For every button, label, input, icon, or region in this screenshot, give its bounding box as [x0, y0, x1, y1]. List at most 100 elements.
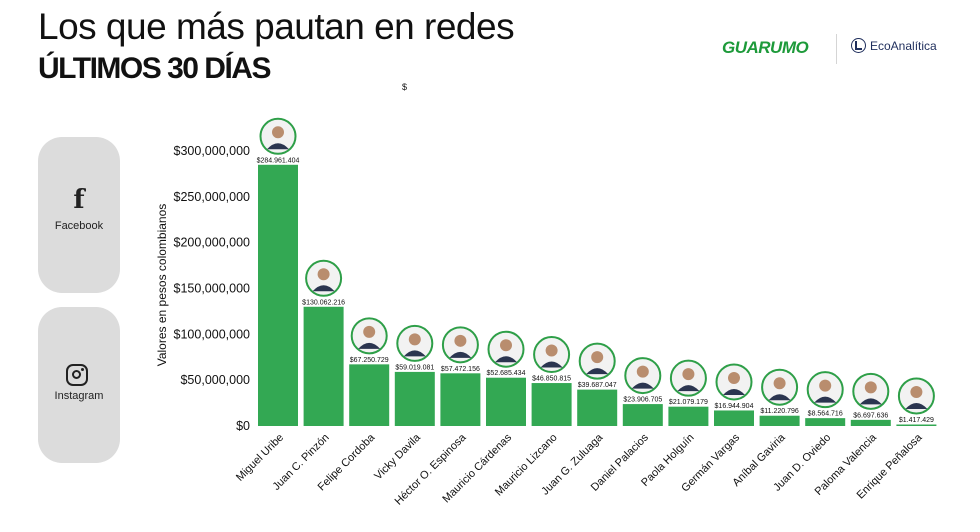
bars: $284.961.404 $130.062.216 $67.250.729 $59.0… — [257, 117, 937, 426]
bar — [668, 406, 709, 426]
candidate-avatar — [624, 357, 662, 395]
ecoanalitica-label: EcoAnalítica — [870, 38, 937, 53]
bar — [805, 418, 846, 426]
data-label: $130.062.216 — [302, 299, 345, 306]
avatar-head — [545, 344, 558, 357]
avatar-body — [768, 394, 791, 401]
guarumo-logo: GUARUMO — [722, 38, 809, 57]
candidate-avatar — [305, 259, 343, 297]
ecoanalitica-icon — [851, 38, 866, 53]
bar — [440, 373, 481, 426]
y-tick-label: $50,000,000 — [180, 373, 250, 387]
data-label: $8.564.716 — [808, 411, 843, 418]
avatar-head — [728, 371, 740, 384]
instagram-label: Instagram — [54, 390, 104, 402]
data-label: $39.687.047 — [578, 382, 617, 389]
y-tick-label: $100,000,000 — [174, 327, 251, 341]
data-label: $16.944.904 — [715, 403, 754, 410]
data-label: $23.906.705 — [623, 397, 662, 404]
y-tick-label: $250,000,000 — [174, 190, 251, 204]
bar — [486, 377, 526, 426]
facebook-label: Facebook — [54, 220, 104, 232]
currency-note: $ — [402, 82, 408, 92]
y-axis-label: Valores en pesos colombianos — [155, 204, 169, 367]
candidate-avatar — [761, 368, 799, 406]
bar — [622, 404, 663, 426]
ecoanalitica-logo: EcoAnalítica — [851, 38, 937, 53]
chart-title: Los que más pautan en redes — [38, 6, 515, 47]
avatar-body — [312, 285, 335, 292]
y-axis: $0 $50,000,000 $100,000,000 $150,000,000 $20… — [174, 144, 251, 433]
bar — [850, 419, 891, 426]
bar — [349, 364, 390, 426]
avatar-body — [859, 398, 882, 405]
avatar-body — [631, 382, 654, 389]
instagram-card: Instagram — [38, 307, 120, 463]
candidate-avatar — [669, 359, 707, 397]
bar — [531, 383, 572, 426]
avatar-head — [500, 339, 512, 352]
avatar-body — [905, 403, 928, 409]
candidate-avatar — [897, 377, 935, 415]
bar — [303, 306, 344, 426]
bar — [394, 371, 435, 426]
avatar-head — [363, 325, 376, 338]
avatar-body — [449, 351, 472, 358]
candidate-avatar — [396, 324, 434, 362]
y-tick-label: $300,000,000 — [174, 144, 251, 158]
data-label: $57.472.156 — [441, 366, 480, 373]
avatar-head — [408, 333, 421, 346]
facebook-card: f Facebook — [38, 137, 120, 293]
avatar-body — [403, 350, 426, 357]
avatar-head — [682, 368, 695, 381]
avatar-head — [864, 381, 877, 394]
bar — [759, 415, 800, 426]
avatar-head — [636, 365, 649, 378]
candidate-avatar — [806, 371, 844, 409]
candidate-avatar — [533, 336, 571, 374]
candidate-avatar — [259, 117, 297, 155]
brand-divider — [836, 34, 837, 64]
bar — [577, 389, 618, 426]
y-tick-label: $150,000,000 — [174, 282, 251, 296]
y-tick-label: $0 — [236, 419, 250, 433]
bar — [714, 410, 754, 426]
avatar-body — [495, 356, 517, 363]
avatar-body — [677, 385, 700, 392]
chart-subtitle: ÚLTIMOS 30 DÍAS — [38, 52, 271, 85]
avatar-head — [819, 379, 832, 392]
data-label: $1.417.429 — [899, 417, 934, 424]
avatar-head — [317, 268, 330, 281]
avatar-body — [723, 388, 745, 395]
data-label: $21.079.179 — [669, 399, 708, 406]
data-label: $67.250.729 — [350, 357, 389, 364]
candidate-avatar — [487, 330, 525, 368]
data-label: $6.697.636 — [853, 412, 888, 419]
bar — [896, 424, 937, 426]
candidate-avatar — [441, 326, 479, 364]
avatar-head — [773, 377, 786, 390]
avatar-body — [540, 361, 563, 368]
bar — [258, 164, 298, 426]
avatar-head — [454, 334, 467, 347]
candidate-avatar — [852, 372, 890, 410]
avatar-head — [591, 351, 604, 364]
avatar-head — [272, 126, 284, 139]
facebook-icon: f — [73, 185, 85, 215]
y-tick-label: $200,000,000 — [174, 236, 251, 250]
avatar-body — [267, 143, 289, 150]
data-label: $46.850.815 — [532, 376, 571, 383]
data-label: $284.961.404 — [257, 157, 300, 164]
avatar-body — [586, 368, 609, 375]
instagram-icon — [66, 364, 88, 386]
candidate-avatar — [715, 363, 753, 401]
candidate-avatar — [578, 342, 616, 380]
avatar-body — [814, 396, 837, 403]
candidate-avatar — [350, 317, 388, 355]
data-label: $52.685.434 — [487, 370, 526, 377]
avatar-body — [358, 342, 381, 349]
avatar-head — [910, 386, 923, 398]
data-label: $59.019.081 — [395, 364, 434, 371]
